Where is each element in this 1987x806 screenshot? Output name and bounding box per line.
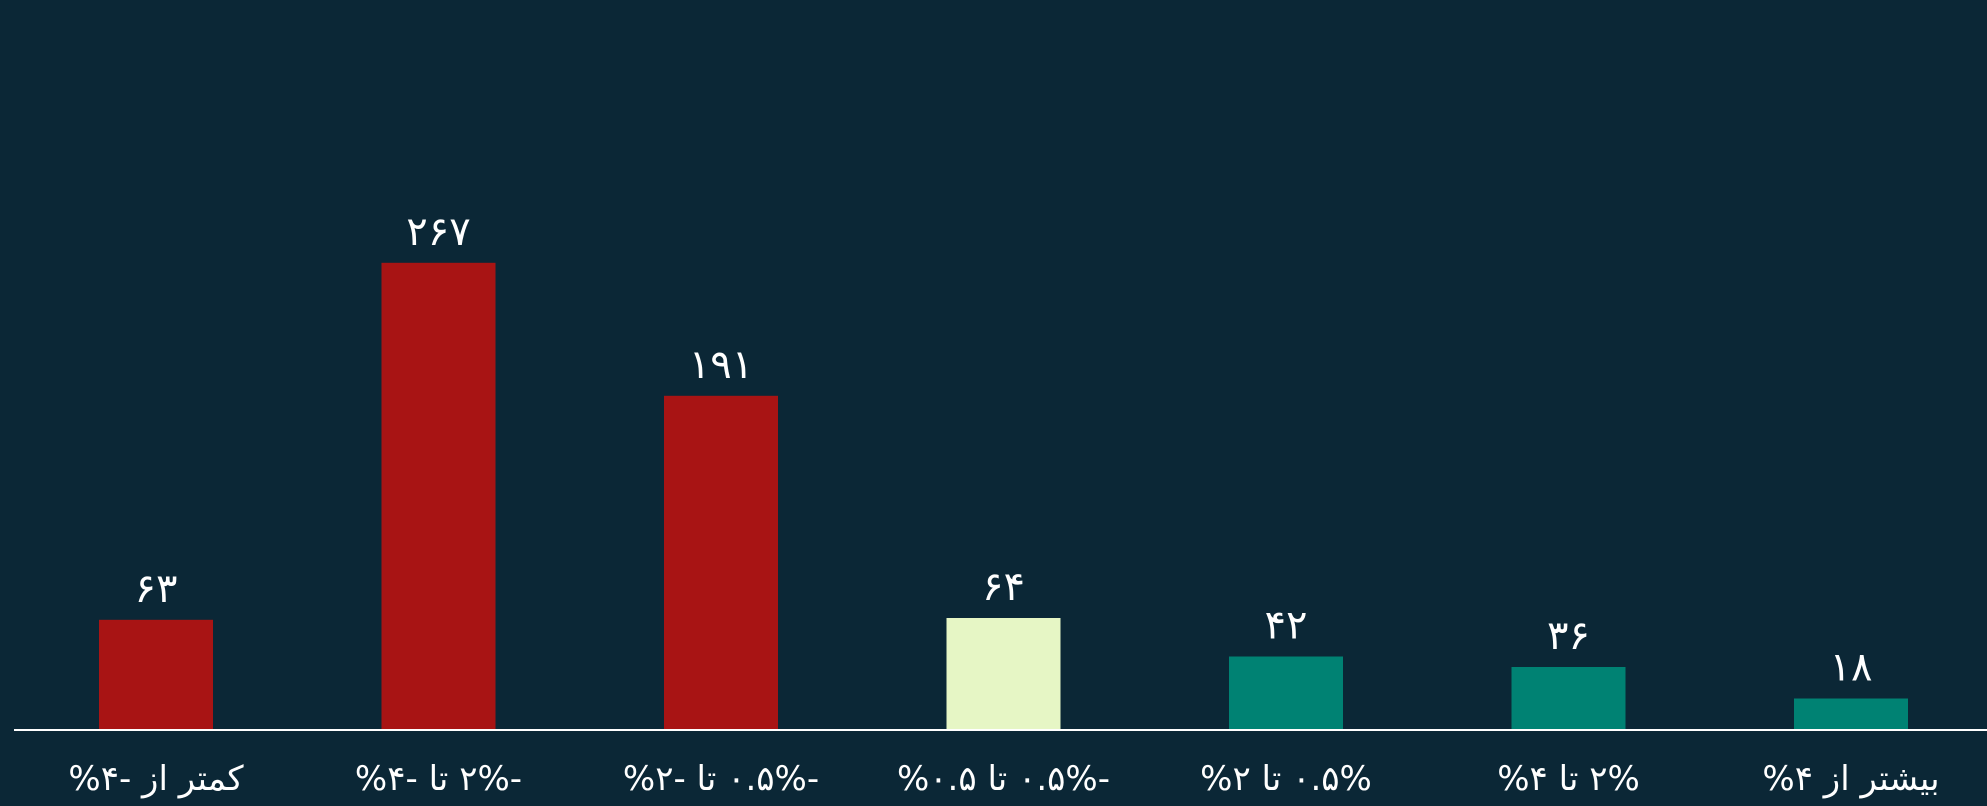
bar-2 [381,262,496,731]
category-label-1: کمتر از -۴% [68,759,244,799]
bar-7 [1794,698,1908,730]
value-label-7: ۱۸ [1830,645,1873,691]
category-label-3: -۰.۵% تا -۲% [623,759,819,799]
value-label-2: ۲۶۷ [406,209,470,255]
category-label-6: ۲% تا ۴% [1497,759,1640,799]
bar-1 [99,619,213,731]
value-label-4: ۶۴ [982,564,1025,610]
value-label-6: ۳۶ [1547,613,1590,659]
category-labels-group: کمتر از -۴% -۲% تا -۴% -۰.۵% تا -۲% -۰.۵% ت… [68,759,1939,799]
bar-6 [1511,667,1626,730]
category-label-2: -۲% تا -۴% [355,759,522,799]
value-label-5: ۴۲ [1265,603,1308,649]
bar-3 [664,395,778,731]
bar-4 [946,618,1061,730]
value-label-1: ۶۳ [135,566,178,612]
bar-5 [1229,656,1343,730]
category-label-7: بیشتر از ۴% [1762,759,1939,799]
value-label-3: ۱۹۱ [689,342,753,388]
category-label-4: -۰.۵% تا ۰.۵% [897,759,1110,799]
bars-group [99,262,1908,731]
category-label-5: ۰.۵% تا ۲% [1200,759,1372,799]
value-labels-group: ۶۳ ۲۶۷ ۱۹۱ ۶۴ ۴۲ ۳۶ ۱۸ [135,209,1873,691]
